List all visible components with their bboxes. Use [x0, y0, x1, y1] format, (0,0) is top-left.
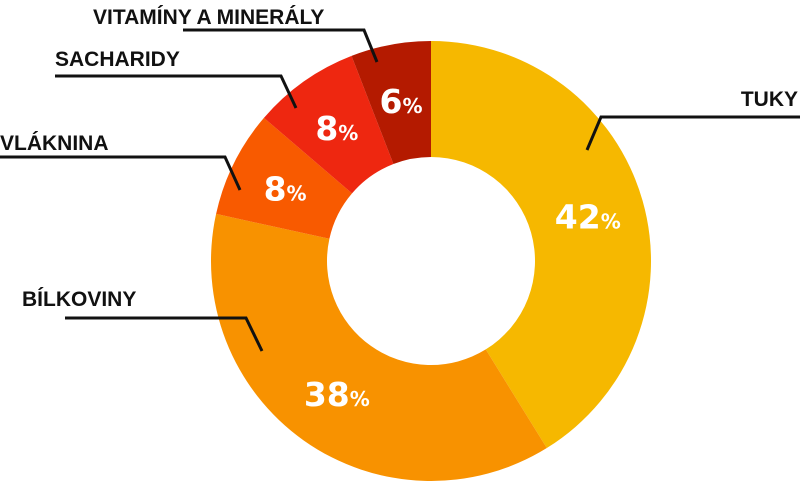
category-label: BÍLKOVINY — [22, 288, 136, 311]
slice-sacharidy — [263, 55, 394, 194]
value-label: 38% — [304, 375, 370, 414]
value-label: 6% — [380, 82, 423, 121]
leader-line — [0, 155, 242, 191]
value-label: 8% — [315, 109, 358, 148]
category-label: VITAMÍNY A MINERÁLY — [93, 6, 324, 29]
slice-b-lkoviny — [211, 213, 547, 481]
value-label: 42% — [555, 197, 621, 236]
category-label: TUKY — [741, 88, 798, 111]
slices-group — [211, 41, 651, 481]
leader-lines-group — [0, 28, 800, 352]
leader-line — [585, 115, 800, 151]
slice-vl-knina — [216, 117, 353, 239]
leader-line — [65, 316, 264, 352]
category-label: VLÁKNINA — [0, 132, 109, 155]
value-label: 8% — [264, 169, 307, 208]
leader-line — [183, 28, 379, 63]
leader-line — [55, 74, 298, 109]
value-labels-group: 42% 38% 8%8% 6% — [264, 82, 621, 414]
slice-tuky — [431, 41, 651, 449]
slice-vitam-ny-a-miner-ly — [351, 41, 431, 165]
category-label: SACHARIDY — [55, 48, 180, 71]
category-labels-group: TUKY BÍLKOVINY VLÁKNINA SACHARIDY VITAMÍNY A… — [0, 6, 798, 311]
